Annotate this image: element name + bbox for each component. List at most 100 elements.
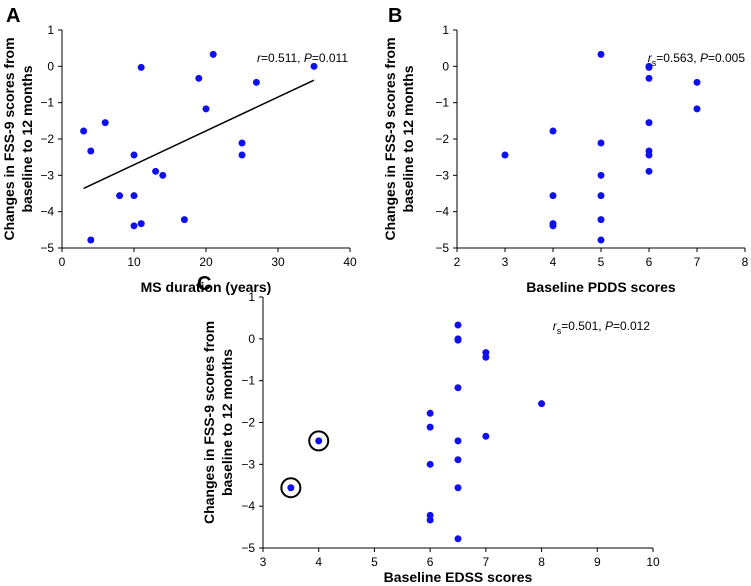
y-tick-label: 1 <box>442 23 449 37</box>
data-point <box>454 321 462 329</box>
data-point <box>130 151 138 159</box>
y-tick-label: −2 <box>40 132 54 146</box>
data-point <box>87 147 95 155</box>
x-tick-label: 10 <box>646 555 660 569</box>
p-symbol: P <box>304 51 312 65</box>
data-point <box>597 171 605 179</box>
data-point <box>597 236 605 244</box>
data-point <box>315 437 323 445</box>
data-point <box>87 236 95 244</box>
y-tick-label: −1 <box>40 96 54 110</box>
y-tick-label: 0 <box>442 59 449 73</box>
x-tick-label: 6 <box>427 555 434 569</box>
data-point <box>597 192 605 200</box>
stat-symbol: r <box>257 51 262 65</box>
x-tick-label: 4 <box>315 555 322 569</box>
data-point <box>693 78 701 86</box>
data-point <box>549 222 557 230</box>
y-tick-label: −2 <box>435 132 449 146</box>
data-point <box>454 484 462 492</box>
y-tick-label: −3 <box>40 168 54 182</box>
data-point <box>101 119 109 127</box>
x-tick-label: 7 <box>694 255 701 269</box>
x-tick-label: 8 <box>742 255 749 269</box>
data-point <box>645 119 653 127</box>
x-tick-label: 10 <box>127 255 141 269</box>
data-point <box>597 216 605 224</box>
stat-annotation: rs=0.501, P=0.012 <box>553 319 651 336</box>
data-point <box>645 167 653 175</box>
panel-letter: B <box>388 5 402 27</box>
y-tick-label: −4 <box>40 205 54 219</box>
data-point <box>137 63 145 71</box>
highlight-circle <box>280 477 302 499</box>
data-point <box>501 151 509 159</box>
x-tick-label: 3 <box>260 555 267 569</box>
x-tick-label: 0 <box>59 255 66 269</box>
data-point <box>549 127 557 135</box>
x-tick-label: 7 <box>483 555 490 569</box>
x-tick-label: 5 <box>598 255 605 269</box>
y-axis-label: Changes in FSS-9 scores from <box>1 37 17 240</box>
data-point <box>238 139 246 147</box>
x-tick-label: 5 <box>371 555 378 569</box>
stat-symbol: r <box>553 319 558 333</box>
data-point <box>426 423 434 431</box>
y-tick-label: −4 <box>435 205 449 219</box>
stat-value: =0.511, <box>261 51 304 65</box>
panel-letter: A <box>6 5 20 27</box>
y-tick-label: −5 <box>40 241 54 255</box>
data-point <box>454 437 462 445</box>
x-axis-label: Baseline PDDS scores <box>526 279 676 295</box>
x-tick-label: 3 <box>502 255 509 269</box>
data-point <box>310 62 318 70</box>
data-point <box>482 353 490 361</box>
x-tick-label: 6 <box>646 255 653 269</box>
y-tick-label: −5 <box>435 241 449 255</box>
y-tick-label: −3 <box>241 457 255 471</box>
y-tick-label: 0 <box>248 332 255 346</box>
stat-symbol: r <box>648 51 653 65</box>
data-point <box>549 192 557 200</box>
y-axis-label: baseline to 12 months <box>19 65 35 212</box>
data-point <box>454 336 462 344</box>
data-point <box>482 432 490 440</box>
data-point <box>645 63 653 71</box>
data-point <box>645 151 653 159</box>
y-axis-label: Changes in FSS-9 scores from <box>382 37 398 240</box>
y-tick-label: −1 <box>435 96 449 110</box>
x-tick-label: 9 <box>594 555 601 569</box>
x-tick-label: 8 <box>538 555 545 569</box>
panel-letter: C <box>197 273 211 295</box>
stat-subscript: s <box>557 326 562 336</box>
data-point <box>180 216 188 224</box>
p-value: =0.012 <box>613 319 650 333</box>
data-point <box>426 409 434 417</box>
data-point <box>645 74 653 82</box>
p-value: =0.005 <box>708 51 745 65</box>
y-tick-label: 1 <box>248 290 255 304</box>
data-point <box>287 484 295 492</box>
stat-value: =0.501, <box>561 319 605 333</box>
panel-b: B −5 −4 −3 −2 −1 0 1 2 3 4 5 6 7 8 Baseline PDDS scores… <box>382 5 749 295</box>
data-point <box>597 139 605 147</box>
stat-annotation: r=0.511, P=0.011 <box>257 51 348 65</box>
y-tick-label: −5 <box>241 541 255 555</box>
y-tick-label: 0 <box>47 59 54 73</box>
data-point <box>693 105 701 113</box>
p-symbol: P <box>605 319 613 333</box>
data-point <box>137 220 145 228</box>
x-tick-label: 20 <box>199 255 213 269</box>
x-tick-label: 4 <box>550 255 557 269</box>
p-symbol: P <box>700 51 708 65</box>
data-point <box>209 50 217 58</box>
data-point <box>130 222 138 230</box>
y-axis-label: baseline to 12 months <box>400 65 416 212</box>
data-point <box>252 78 260 86</box>
data-point <box>538 400 546 408</box>
data-point <box>152 167 160 175</box>
y-tick-label: −3 <box>435 168 449 182</box>
stat-annotation: rs=0.563, P=0.005 <box>648 51 746 68</box>
data-point <box>195 74 203 82</box>
